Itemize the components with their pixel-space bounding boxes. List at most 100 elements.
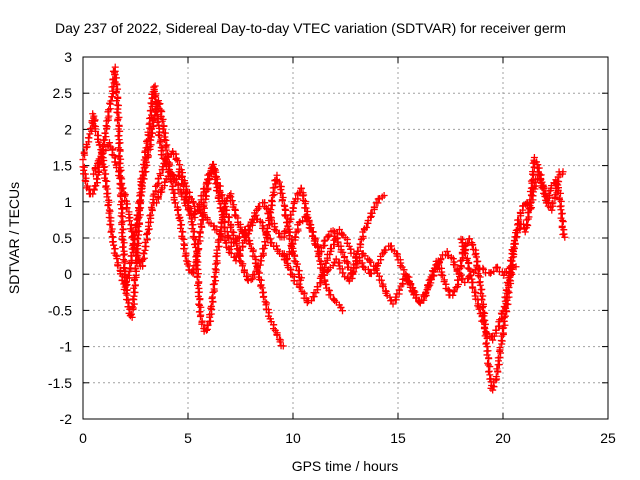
data-point	[289, 204, 297, 212]
data-point	[114, 132, 122, 140]
data-point	[110, 68, 118, 76]
data-point	[212, 260, 220, 268]
data-point	[478, 304, 486, 312]
data-point	[171, 199, 179, 207]
data-point	[155, 131, 163, 139]
data-point	[164, 168, 172, 176]
x-tick-label: 10	[285, 430, 301, 446]
data-point	[499, 307, 507, 315]
data-point	[147, 107, 155, 115]
data-point	[151, 93, 159, 101]
data-point	[103, 177, 111, 185]
data-point	[162, 156, 170, 164]
data-point	[157, 106, 165, 114]
data-point	[135, 205, 143, 213]
data-point	[212, 277, 220, 285]
data-point	[521, 228, 529, 236]
data-point	[556, 203, 564, 211]
data-point	[120, 285, 128, 293]
data-point	[210, 280, 218, 288]
data-point	[79, 156, 87, 164]
data-point	[287, 211, 295, 219]
y-tick-label: -1.5	[48, 375, 72, 391]
data-point	[136, 192, 144, 200]
data-point	[103, 193, 111, 201]
data-point	[209, 288, 217, 296]
data-point	[231, 211, 239, 219]
data-point	[173, 206, 181, 214]
data-point	[200, 185, 208, 193]
data-point	[283, 256, 291, 264]
data-point	[461, 249, 469, 257]
data-point	[172, 155, 180, 163]
data-point	[337, 303, 345, 311]
data-point	[286, 228, 294, 236]
y-tick-label: 2.5	[53, 85, 73, 101]
data-point	[193, 273, 201, 281]
y-tick-label: 1	[64, 194, 72, 210]
data-point	[98, 150, 106, 158]
data-point	[561, 233, 569, 241]
data-point	[538, 178, 546, 186]
data-point	[95, 141, 103, 149]
data-point	[214, 194, 222, 202]
data-point	[117, 181, 125, 189]
data-point	[493, 365, 501, 373]
data-point	[158, 117, 166, 125]
data-point	[117, 212, 125, 220]
data-point	[542, 190, 550, 198]
data-point	[466, 235, 474, 243]
data-point	[203, 178, 211, 186]
data-point	[123, 204, 131, 212]
data-point	[174, 157, 182, 165]
data-point	[276, 338, 284, 346]
data-point	[112, 89, 120, 97]
data-point	[483, 351, 491, 359]
data-point	[124, 271, 132, 279]
data-point	[362, 223, 370, 231]
data-point	[113, 164, 121, 172]
data-point	[227, 242, 235, 250]
data-point	[260, 244, 268, 252]
data-point	[339, 307, 347, 315]
data-point	[422, 288, 430, 296]
data-point	[90, 185, 98, 193]
data-point	[354, 247, 362, 255]
data-point	[105, 112, 113, 120]
data-point	[289, 240, 297, 248]
data-point	[196, 313, 204, 320]
y-tick-label: -2	[60, 411, 73, 427]
data-point	[364, 265, 372, 273]
data-point	[209, 160, 217, 168]
data-point	[110, 241, 118, 249]
data-point	[132, 251, 140, 259]
data-point	[142, 168, 150, 176]
data-point	[178, 173, 186, 181]
data-point	[326, 251, 334, 259]
data-point	[501, 321, 509, 329]
data-point	[267, 216, 275, 224]
data-point	[264, 210, 272, 218]
data-point	[506, 269, 514, 277]
data-point	[392, 293, 400, 301]
data-point	[492, 326, 500, 334]
data-point	[150, 86, 158, 94]
data-point	[279, 342, 287, 350]
data-point	[146, 212, 154, 220]
data-point	[180, 245, 188, 253]
data-point	[210, 168, 218, 176]
data-point	[305, 216, 313, 224]
data-point	[102, 146, 110, 154]
data-point	[285, 248, 293, 256]
data-point	[170, 196, 178, 204]
data-point	[107, 221, 115, 229]
data-point	[190, 228, 198, 236]
y-axis-label: SDTVAR / TECUs	[6, 182, 22, 294]
data-point	[460, 242, 468, 250]
data-point	[171, 175, 179, 183]
data-point	[220, 223, 228, 231]
data-point	[424, 281, 432, 289]
data-point	[495, 361, 503, 368]
data-point	[548, 206, 556, 214]
data-point	[314, 252, 322, 260]
